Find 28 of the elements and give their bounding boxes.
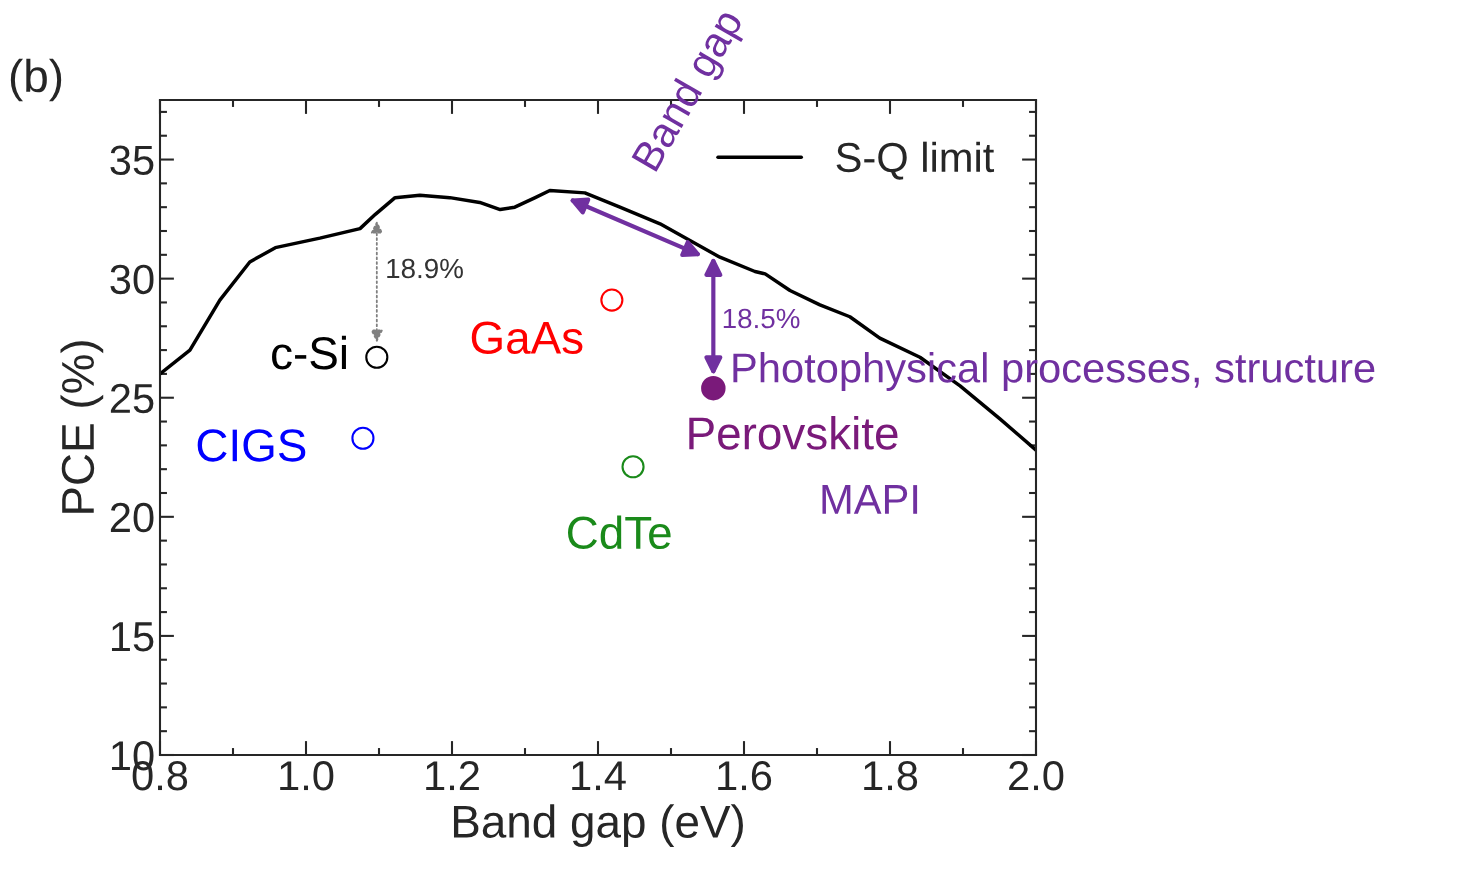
y-tick-label: 35: [110, 145, 154, 176]
annotation: MAPI: [822, 485, 918, 514]
point: [621, 455, 645, 479]
x-tick-label: 1.2: [426, 760, 479, 791]
text: (b): [10, 58, 62, 102]
y-tick-label: 25: [110, 383, 154, 414]
point: [600, 288, 624, 312]
annotation: 18.5%: [723, 308, 800, 329]
series-label: GaAs: [471, 321, 583, 355]
y-tick-label: 15: [111, 622, 154, 652]
x-axis-title: Band gap (eV): [453, 804, 743, 847]
y-tick-label: 30: [110, 264, 154, 295]
series-label: c-Si: [272, 335, 346, 370]
x-tick-label: 1.4: [572, 761, 626, 791]
series-label: CIGS: [197, 429, 306, 462]
x-tick-label: 2.0: [1009, 760, 1064, 791]
text: S-Q limit: [836, 141, 995, 180]
point: [365, 345, 389, 369]
point: [701, 375, 726, 401]
annotation: 18.9%: [387, 258, 463, 279]
x-tick-label: 1.6: [718, 760, 772, 791]
y-tick-label: 20: [110, 502, 154, 533]
series-label: CdTe: [567, 515, 671, 550]
x-tick-label: 1.8: [864, 760, 918, 791]
x-tick-label: 1.0: [280, 760, 334, 791]
point: [351, 426, 375, 450]
y-axis-title: PCE (%): [60, 341, 104, 513]
series-label: Perovskite: [689, 415, 898, 450]
